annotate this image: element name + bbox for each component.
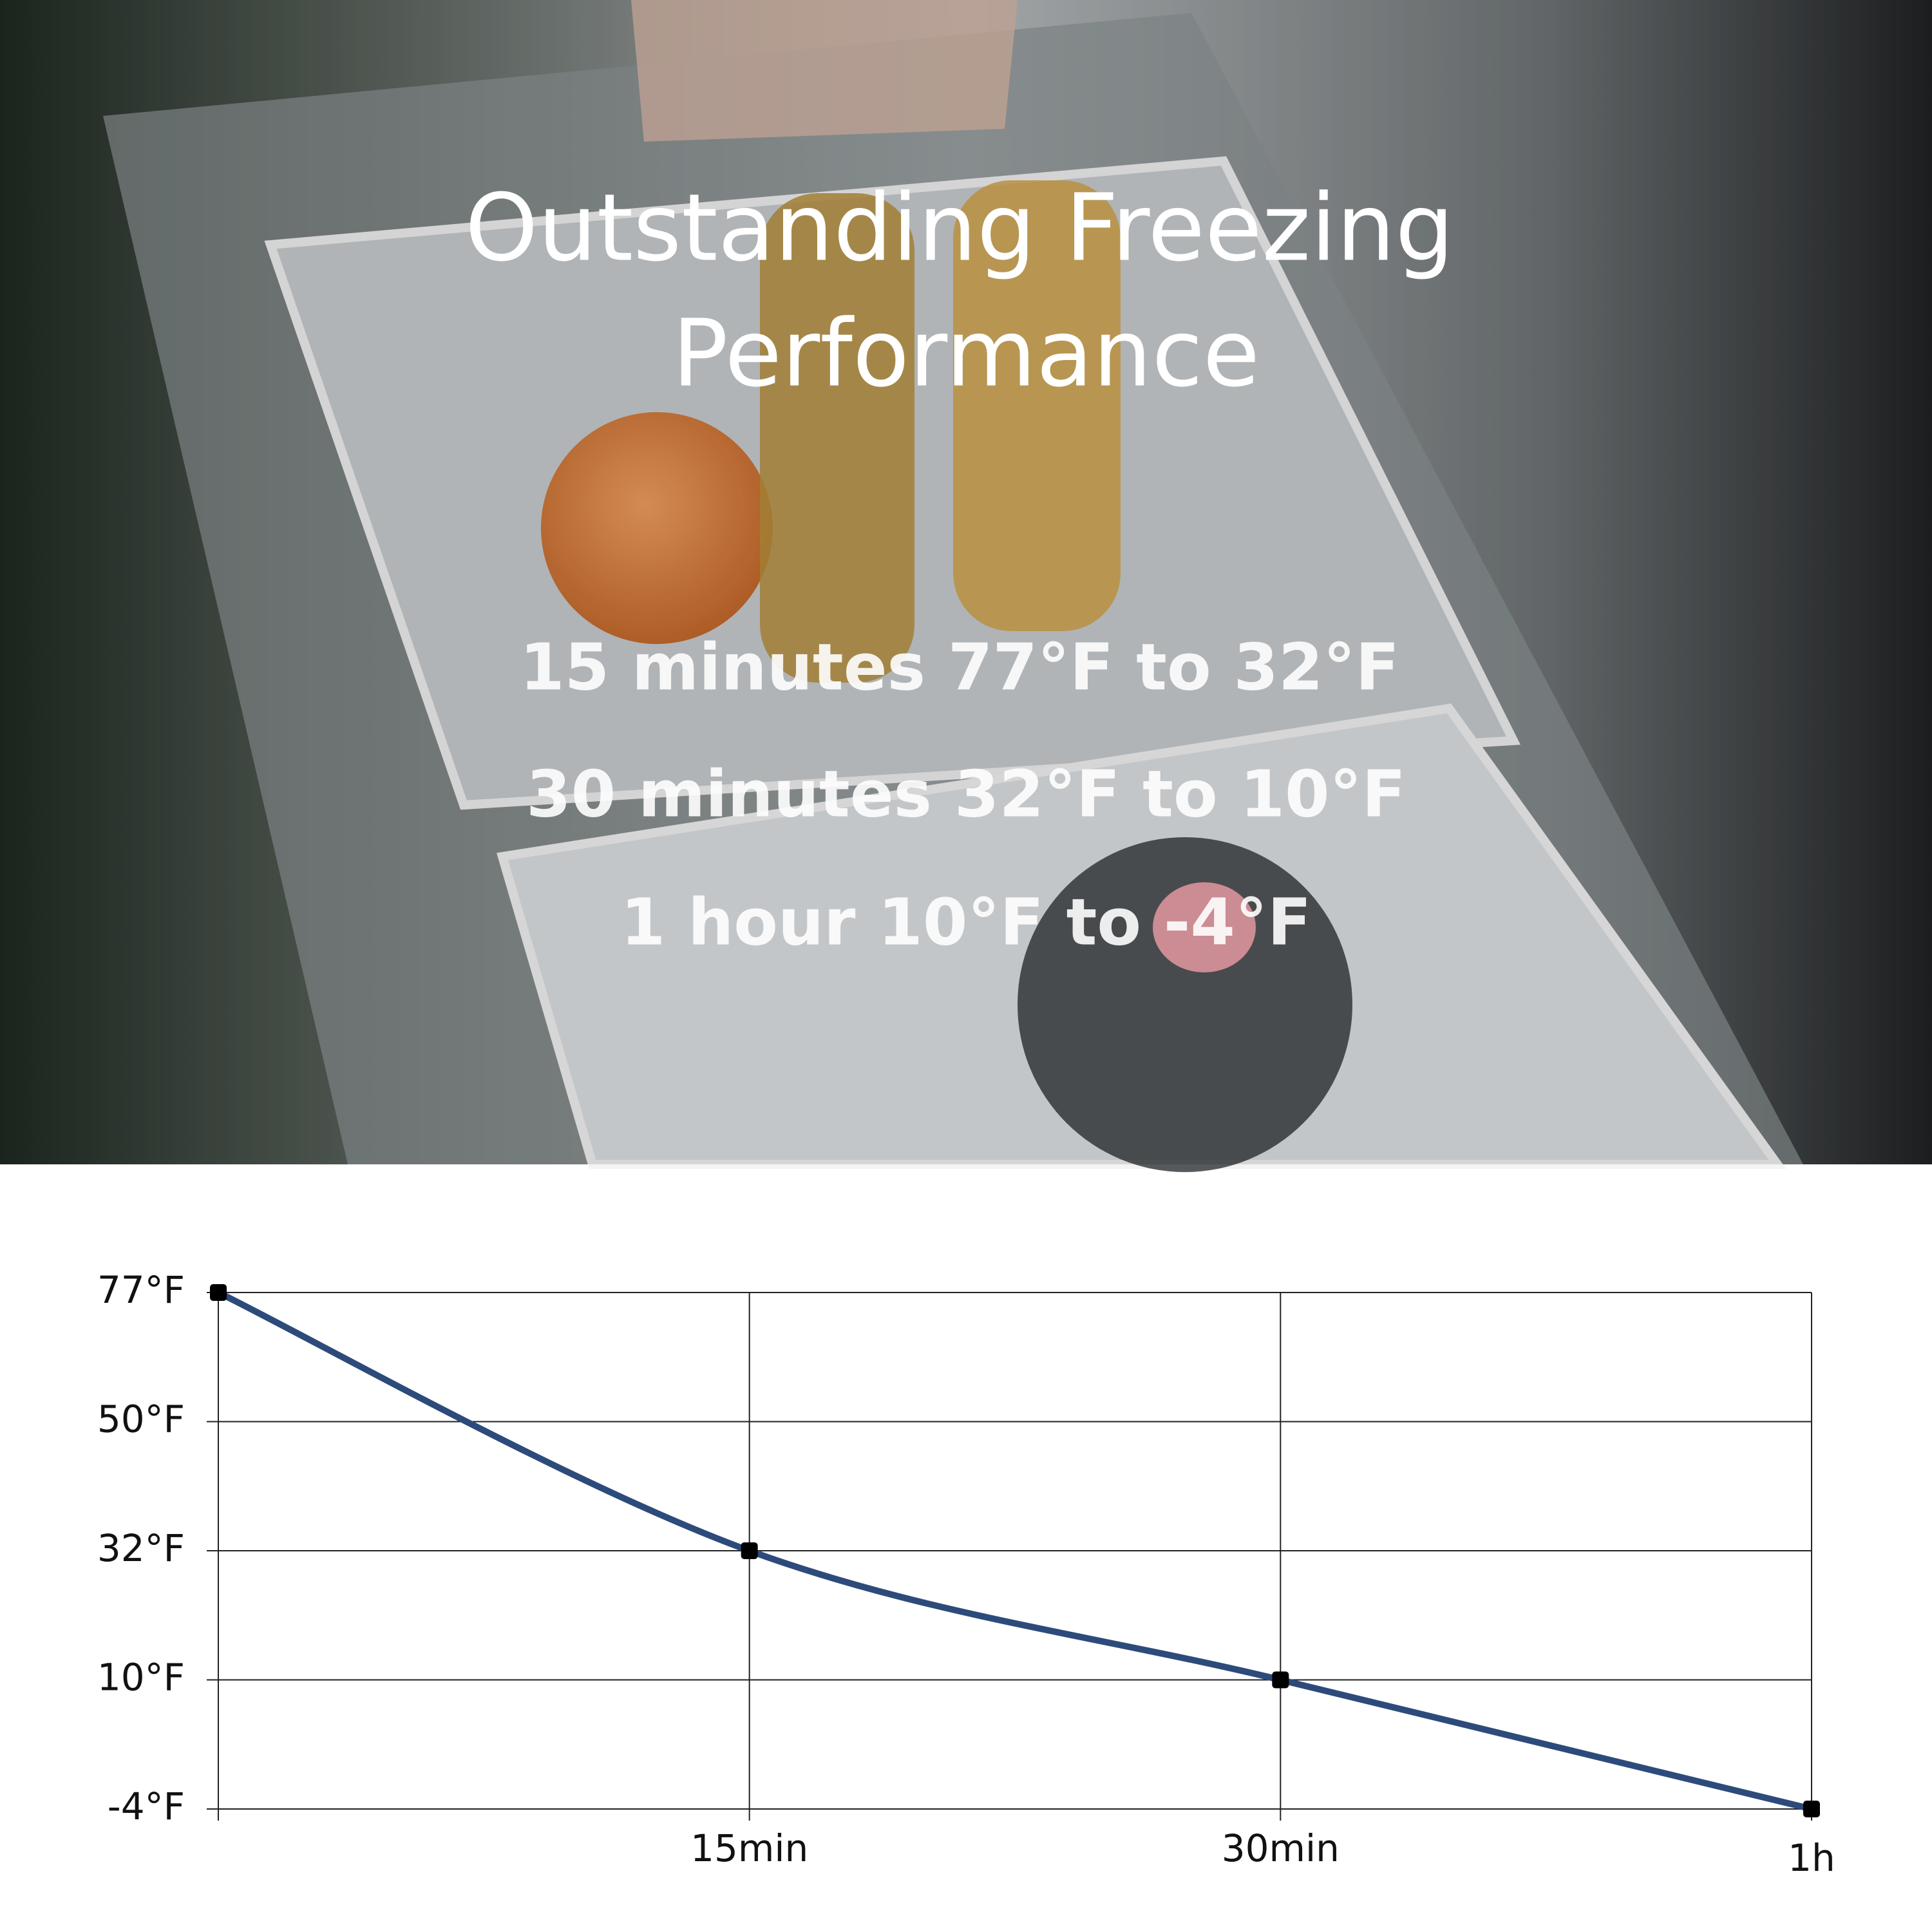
soda-bottle xyxy=(1018,837,1352,1172)
marker xyxy=(741,1542,758,1559)
y-tick-label: 10°F xyxy=(97,1656,185,1700)
bottle-cap xyxy=(1153,882,1256,972)
bottle xyxy=(760,193,914,683)
title-line: Outstanding Freezing xyxy=(465,174,1454,282)
y-tick-label: 32°F xyxy=(97,1526,185,1570)
x-tick-label: 1h xyxy=(1788,1836,1835,1880)
title-line: Performance xyxy=(672,299,1260,408)
y-tick-label: 50°F xyxy=(97,1397,185,1441)
y-tick-label: -4°F xyxy=(108,1785,185,1828)
line xyxy=(216,1289,1813,1812)
stat: 15 minutes 77°F to 32°F xyxy=(520,629,1399,705)
photo xyxy=(0,0,1932,1172)
y-tick-label: 77°F xyxy=(97,1268,185,1312)
marker xyxy=(1803,1801,1820,1817)
bottle xyxy=(953,180,1121,631)
orange xyxy=(541,412,773,644)
stat: 1 hour 10°F to -4°F xyxy=(621,884,1312,960)
stat: 30 minutes 32°F to 10°F xyxy=(526,756,1406,831)
marker xyxy=(210,1284,227,1301)
chart: 77°F 50°F 32°F 10°F -4°F 15min 30min 1h xyxy=(97,1268,1835,1880)
photo-shade xyxy=(0,0,1932,1164)
x-tick-label: 30min xyxy=(1222,1826,1340,1870)
marker xyxy=(1272,1671,1289,1689)
x-tick-label: 15min xyxy=(690,1826,808,1870)
hand xyxy=(631,0,1018,142)
